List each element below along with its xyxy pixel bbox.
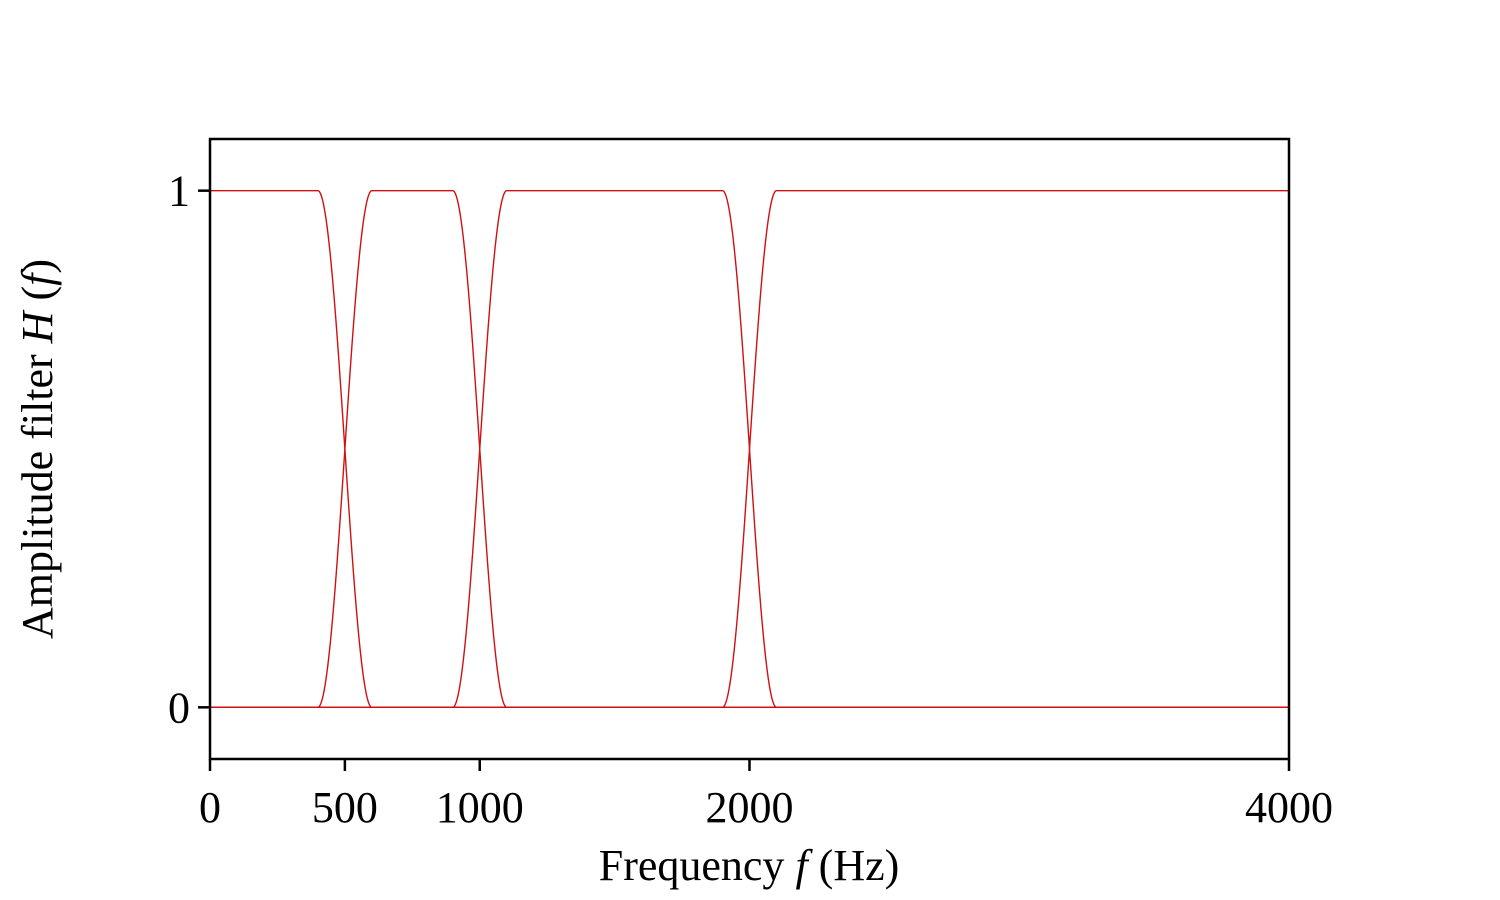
x-axis-title-prefix: Frequency [599, 841, 796, 890]
y-axis-title-variable: H [13, 309, 62, 344]
y-tick-label: 0 [168, 683, 190, 732]
filter-curve-4 [210, 189, 1289, 709]
y-axis-title-close: ) [13, 259, 62, 274]
y-axis-title-open: ( [13, 286, 62, 312]
x-tick-label: 500 [312, 783, 378, 832]
x-tick-label: 1000 [436, 783, 524, 832]
x-axis-ticks: 0 500 1000 2000 4000 [199, 759, 1333, 832]
y-axis-ticks: 01 [168, 167, 210, 732]
x-axis-title-unit: (Hz) [808, 841, 900, 890]
plot-lines [210, 189, 1289, 709]
x-tick-label: 0 [199, 783, 221, 832]
y-tick-label: 1 [168, 167, 190, 216]
x-tick-label: 4000 [1245, 783, 1333, 832]
x-axis-title: Frequency f (Hz) [599, 841, 900, 890]
y-axis-title-prefix: Amplitude filter [13, 343, 62, 639]
y-axis-title: Amplitude filter H (f) [13, 259, 62, 639]
x-tick-label: 2000 [706, 783, 794, 832]
